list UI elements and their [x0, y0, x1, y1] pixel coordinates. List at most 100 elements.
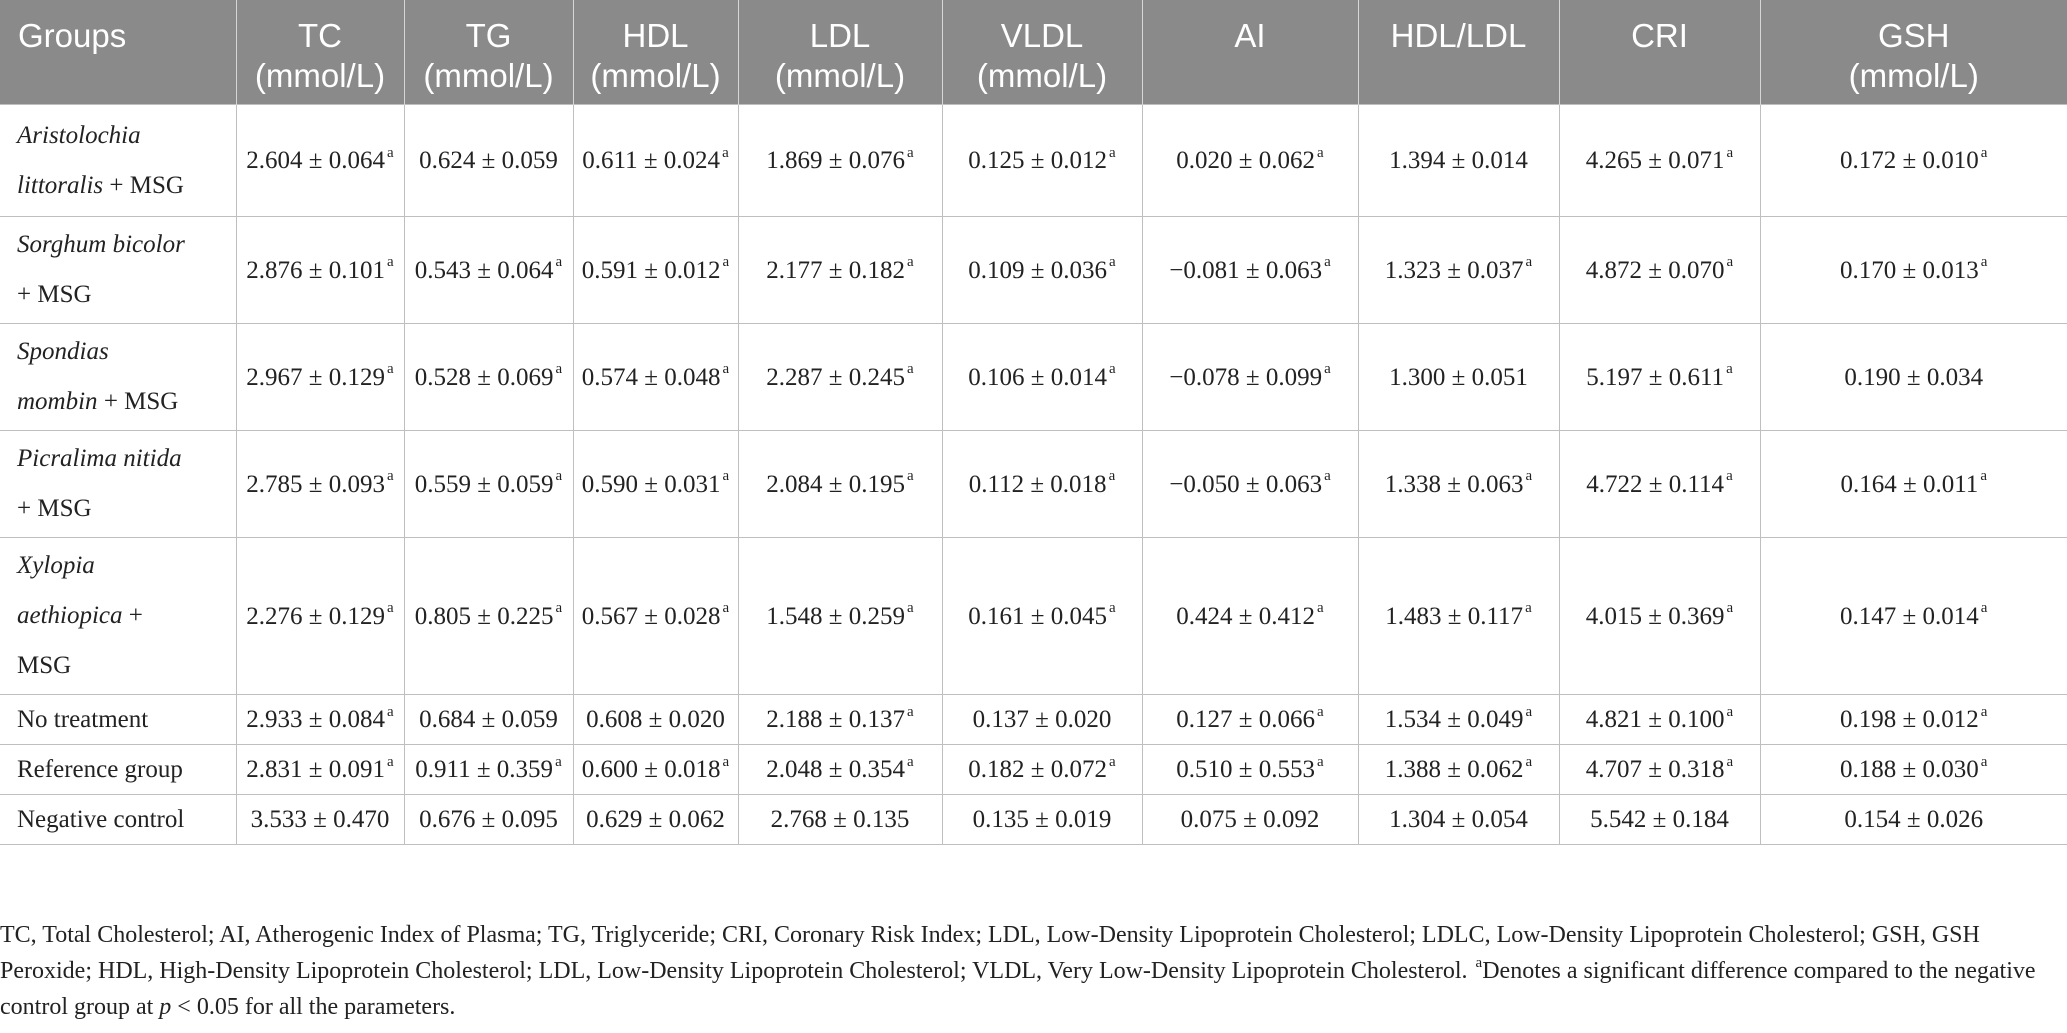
value-cell: 0.528 ± 0.069 a: [403, 323, 574, 431]
cell-value: 4.821 ± 0.100: [1585, 706, 1725, 733]
cell-value: 3.533 ± 0.470: [250, 806, 390, 833]
cell-value: 0.075 ± 0.092: [1180, 806, 1320, 833]
value-cell: 0.611 ± 0.024 a: [572, 104, 739, 217]
significance-marker: a: [722, 600, 730, 617]
value-cell: 0.135 ± 0.019: [941, 794, 1143, 845]
value-cell: 1.548 ± 0.259 a: [737, 537, 943, 695]
group-line: Xylopia: [17, 541, 230, 591]
significance-marker: a: [722, 254, 730, 271]
column-header-unit: (mmol/L): [590, 57, 721, 94]
significance-marker: a: [1109, 144, 1116, 161]
cell-value: 0.600 ± 0.018: [581, 756, 721, 783]
significance-marker: a: [1980, 144, 1988, 161]
value-cell: 0.574 ± 0.048 a: [572, 323, 739, 431]
cell-value: 2.967 ± 0.129: [246, 363, 386, 391]
significance-marker: a: [387, 144, 394, 161]
value-cell: 0.591 ± 0.012 a: [572, 216, 739, 324]
cell-value: 0.188 ± 0.030: [1840, 756, 1979, 783]
value-cell: 4.722 ± 0.114 a: [1558, 430, 1761, 538]
value-cell: 3.533 ± 0.470: [235, 794, 405, 845]
group-name: Aristolochia: [17, 121, 141, 149]
cell-value: 0.608 ± 0.020: [586, 706, 725, 733]
column-header-unit: (mmol/L): [1848, 57, 1979, 94]
cell-value: 4.872 ± 0.070: [1585, 256, 1725, 284]
footnote-p-symbol: p: [159, 994, 172, 1020]
significance-marker: a: [907, 468, 914, 485]
significance-marker: a: [1726, 753, 1734, 770]
group-suffix: + MSG: [97, 388, 179, 415]
significance-marker: a: [1317, 703, 1324, 720]
value-cell: 0.559 ± 0.059 a: [403, 430, 574, 538]
cell-value: 0.591 ± 0.012: [581, 256, 721, 284]
significance-marker: a: [722, 468, 730, 485]
value-cell: 0.684 ± 0.059: [403, 694, 574, 745]
table-row: Aristolochia littoralis + MSG 2.604 ± 0.06…: [0, 104, 2067, 217]
significance-marker: a: [1726, 600, 1734, 617]
value-cell: 0.600 ± 0.018 a: [572, 744, 739, 795]
group-line: No treatment: [17, 695, 230, 744]
table-row: Picralima nitida + MSG 2.785 ± 0.093 a 0.559…: [0, 430, 2067, 538]
group-line: Sorghum bicolor: [17, 220, 230, 270]
significance-marker: a: [555, 468, 563, 485]
value-cell: 1.534 ± 0.049 a: [1357, 694, 1560, 745]
significance-marker: a: [1980, 753, 1988, 770]
cell-value: 0.137 ± 0.020: [972, 706, 1112, 733]
cell-value: 0.528 ± 0.069: [414, 363, 554, 391]
cell-value: 0.112 ± 0.018: [968, 470, 1107, 498]
cell-value: 2.287 ± 0.245: [766, 363, 906, 391]
value-cell: 0.567 ± 0.028 a: [572, 537, 739, 695]
significance-marker: a: [722, 753, 730, 770]
value-cell: 1.300 ± 0.051: [1357, 323, 1560, 431]
value-cell: 0.608 ± 0.020: [572, 694, 739, 745]
value-cell: 0.805 ± 0.225 a: [403, 537, 574, 695]
significance-marker: a: [1726, 361, 1733, 378]
group-name: mombin: [17, 388, 98, 415]
group-line: + MSG: [17, 484, 230, 534]
significance-marker: a: [555, 753, 562, 770]
value-cell: 2.933 ± 0.084 a: [235, 694, 405, 745]
significance-marker: a: [1324, 254, 1331, 271]
significance-marker: a: [1980, 703, 1988, 720]
significance-marker: a: [1726, 703, 1734, 720]
group-suffix: + MSG: [17, 281, 92, 308]
significance-marker: a: [1317, 600, 1324, 617]
value-cell: 0.127 ± 0.066 a: [1141, 694, 1359, 745]
cell-value: 1.323 ± 0.037: [1384, 256, 1524, 284]
column-header-label: TG: [465, 17, 512, 54]
cell-value: 0.510 ± 0.553: [1176, 756, 1316, 783]
cell-value: 0.684 ± 0.059: [419, 706, 558, 733]
cell-value: 0.172 ± 0.010: [1840, 147, 1979, 174]
cell-value: 0.135 ± 0.019: [972, 806, 1112, 833]
cell-value: 0.629 ± 0.062: [586, 806, 725, 833]
cell-value: 0.109 ± 0.036: [968, 256, 1108, 284]
cell-value: 1.300 ± 0.051: [1389, 363, 1528, 391]
cell-value: 0.559 ± 0.059: [414, 470, 554, 498]
cell-value: 0.611 ± 0.024: [582, 147, 721, 174]
cell-value: 1.534 ± 0.049: [1384, 706, 1524, 733]
value-cell: 0.172 ± 0.010 a: [1759, 104, 2067, 217]
group-line: Aristolochia: [17, 111, 230, 161]
column-header: LDL (mmol/L): [738, 0, 943, 105]
value-cell: 2.785 ± 0.093 a: [235, 430, 405, 538]
value-cell: 1.394 ± 0.014: [1357, 104, 1560, 217]
group-cell: Reference group: [0, 744, 237, 795]
cell-value: 2.188 ± 0.137: [766, 706, 906, 733]
column-header: HDL/LDL: [1358, 0, 1560, 105]
cell-value: 0.106 ± 0.014: [968, 363, 1108, 391]
table-header-row: Groups TC (mmol/L) TG (mmol/L) HDL (mmol/L) LDL…: [0, 0, 2067, 105]
significance-marker: a: [1525, 600, 1532, 617]
cell-value: 0.127 ± 0.066: [1176, 706, 1316, 733]
significance-marker: a: [1317, 753, 1324, 770]
significance-marker: a: [387, 361, 394, 378]
significance-marker: a: [907, 600, 914, 617]
cell-value: 0.020 ± 0.062: [1176, 147, 1316, 174]
significance-marker: a: [555, 254, 563, 271]
group-name: littoralis: [17, 171, 104, 199]
significance-marker: a: [1317, 144, 1324, 161]
cell-value: 0.164 ± 0.011: [1840, 470, 1979, 498]
cell-value: 4.722 ± 0.114: [1586, 470, 1725, 498]
cell-value: 5.197 ± 0.611: [1586, 363, 1725, 391]
cell-value: 0.424 ± 0.412: [1176, 602, 1316, 630]
group-suffix: +: [122, 602, 143, 629]
cell-value: 2.876 ± 0.101: [246, 256, 386, 284]
